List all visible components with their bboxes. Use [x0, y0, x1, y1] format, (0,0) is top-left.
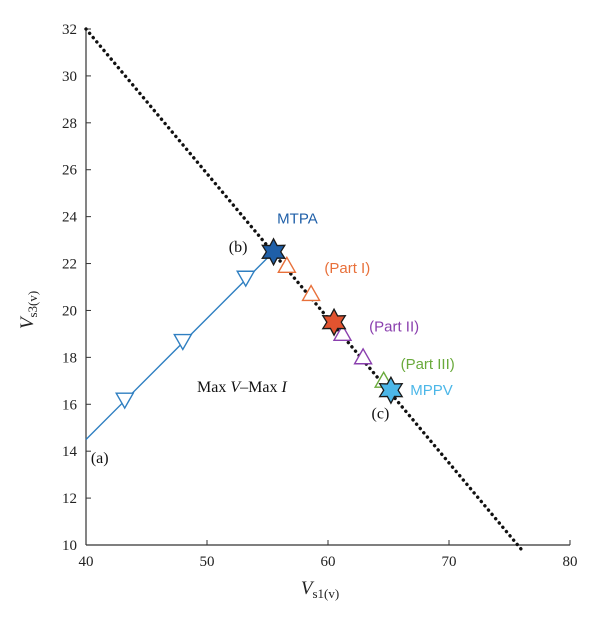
- plot-area: [84, 27, 524, 552]
- y-tick-label: 30: [62, 69, 77, 85]
- label-part-i: (Part I): [324, 260, 370, 277]
- x-tick-label: 70: [442, 554, 457, 570]
- y-tick-label: 16: [62, 397, 78, 413]
- mppv-point: [378, 375, 404, 405]
- part-2-marker: [301, 284, 321, 302]
- trajectory-marker: [173, 333, 193, 351]
- mtpa-point: [261, 237, 287, 267]
- y-axis-label: Vs3(v): [17, 291, 40, 329]
- label-part-iii: (Part III): [401, 356, 455, 373]
- x-tick-label: 80: [563, 554, 578, 570]
- y-tick-label: 20: [62, 303, 77, 319]
- label-a: (a): [91, 450, 109, 467]
- axes-frame: [85, 28, 571, 546]
- x-tick-labels: 40 50 60 70 80: [79, 554, 578, 570]
- x-tick-label: 50: [200, 554, 215, 570]
- x-tick-label: 60: [321, 554, 336, 570]
- y-tick-label: 10: [62, 538, 77, 554]
- label-part-ii: (Part II): [369, 319, 419, 336]
- region-label: Max V–Max I: [197, 379, 287, 396]
- y-tick-label: 24: [62, 210, 78, 226]
- trajectory-marker: [236, 270, 256, 288]
- part-2-marker: [277, 255, 297, 273]
- label-mppv: MPPV: [410, 382, 453, 399]
- label-mtpa: MTPA: [277, 211, 318, 228]
- part-3-marker: [353, 347, 373, 365]
- y-tick-label: 18: [62, 350, 77, 366]
- label-b: (b): [229, 239, 248, 256]
- annotations: MTPA (b) (Part I) (Part II) (Part III) MPPV (c…: [91, 211, 455, 467]
- y-tick-label: 26: [62, 163, 78, 179]
- y-tick-label: 22: [62, 257, 77, 273]
- y-tick-label: 12: [62, 491, 77, 507]
- y-tick-label: 32: [62, 22, 77, 38]
- x-axis-label: Vs1(v): [301, 578, 339, 601]
- part-3-marker: [332, 323, 353, 341]
- y-tick-label: 28: [62, 116, 77, 132]
- part1-end-point: [321, 307, 347, 337]
- x-tick-label: 40: [79, 554, 94, 570]
- y-tick-label: 14: [62, 444, 78, 460]
- trajectory-marker: [115, 392, 135, 410]
- label-c: (c): [372, 405, 390, 422]
- trajectory-line: [85, 251, 275, 440]
- limit-line: [84, 27, 524, 552]
- y-tick-labels: 10 12 14 16 18 20 22 24 26 28 30 32: [62, 22, 78, 554]
